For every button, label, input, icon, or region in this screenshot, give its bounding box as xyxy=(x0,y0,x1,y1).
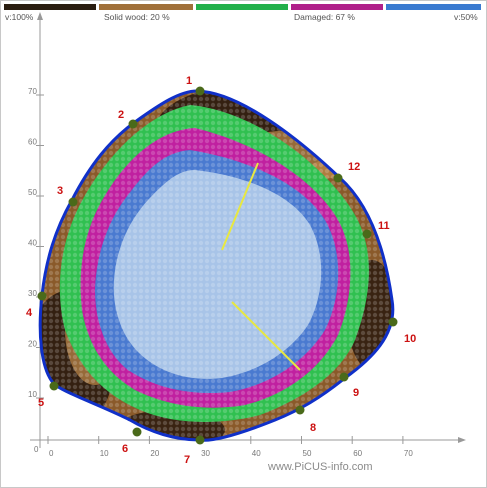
x-tick-label: 40 xyxy=(252,449,261,458)
x-tick-label: 10 xyxy=(100,449,109,458)
watermark: www.PiCUS-info.com xyxy=(268,461,373,473)
sensor-dot[interactable] xyxy=(339,372,349,382)
sensor-dot[interactable] xyxy=(388,317,398,327)
x-tick-label: 60 xyxy=(353,449,362,458)
x-tick-label: 0 xyxy=(49,449,54,458)
sensor-dot[interactable] xyxy=(362,229,372,239)
sensor-dot[interactable] xyxy=(49,381,59,391)
sensor-label: 9 xyxy=(353,387,359,399)
legend-label-solid-wood: Solid wood: 20 % xyxy=(104,12,170,22)
y-tick-label: 60 xyxy=(28,138,37,147)
legend-swatch-damaged xyxy=(291,4,383,10)
y-tick-label: 40 xyxy=(28,239,37,248)
x-tick-label: 30 xyxy=(201,449,210,458)
sensor-label: 2 xyxy=(118,109,124,121)
sensor-label: 4 xyxy=(26,307,33,319)
y-tick-label: 70 xyxy=(28,87,37,96)
sensor-label: 11 xyxy=(378,220,390,232)
legend-swatch-v100 xyxy=(4,4,96,10)
sensor-label: 8 xyxy=(310,422,316,434)
legend-swatch-v50 xyxy=(386,4,481,10)
y-tick-label: 50 xyxy=(28,188,37,197)
tomogram-fill xyxy=(40,91,393,441)
sensor-label: 12 xyxy=(348,161,360,173)
origin-label: 0 xyxy=(34,445,39,454)
sensor-dot[interactable] xyxy=(195,435,205,445)
x-tick-label: 20 xyxy=(150,449,159,458)
y-tick-label: 10 xyxy=(28,390,37,399)
y-tick-label: 20 xyxy=(28,340,37,349)
legend-label-damaged: Damaged: 67 % xyxy=(294,12,355,22)
x-tick-label: 50 xyxy=(303,449,312,458)
y-tick-label: 30 xyxy=(28,289,37,298)
sensor-dot[interactable] xyxy=(295,405,305,415)
sensor-label: 1 xyxy=(186,75,192,87)
sensor-dot[interactable] xyxy=(68,197,78,207)
x-tick-label: 70 xyxy=(404,449,413,458)
sensor-label: 10 xyxy=(404,333,416,345)
sensor-dot[interactable] xyxy=(333,173,343,183)
sensor-label: 7 xyxy=(184,454,190,466)
sensor-dot[interactable] xyxy=(37,291,47,301)
sensor-dot[interactable] xyxy=(195,86,205,96)
legend-label-v50: v:50% xyxy=(454,12,478,22)
legend-swatch-green xyxy=(196,4,288,10)
path-line-1 xyxy=(221,162,259,251)
sensor-dot[interactable] xyxy=(132,427,142,437)
legend-swatch-solid-wood xyxy=(99,4,193,10)
sensor-label: 3 xyxy=(57,185,63,197)
sensor-label: 6 xyxy=(122,443,128,455)
sensor-label: 5 xyxy=(38,397,44,409)
sensor-dot[interactable] xyxy=(128,119,138,129)
path-line-2 xyxy=(231,301,301,371)
legend-label-v100: v:100% xyxy=(5,12,34,22)
